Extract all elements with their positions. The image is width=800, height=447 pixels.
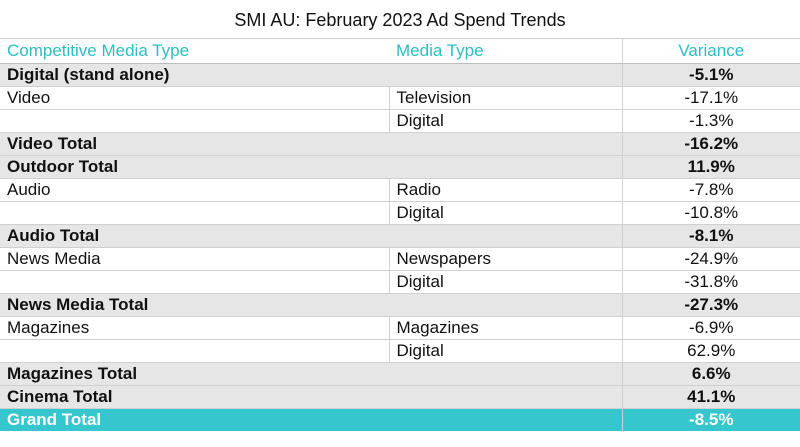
variance-cell: 6.6% bbox=[621, 362, 800, 386]
variance-cell: -31.8% bbox=[621, 270, 800, 294]
row-label: Grand Total bbox=[0, 408, 622, 431]
media-type-cell: Radio bbox=[388, 178, 622, 202]
variance-cell: -16.2% bbox=[621, 132, 800, 156]
variance-cell: -10.8% bbox=[621, 201, 800, 225]
row-label bbox=[0, 270, 389, 294]
table-row: Digital -31.8% bbox=[0, 270, 800, 294]
variance-cell: 41.1% bbox=[621, 385, 800, 409]
variance-cell: 62.9% bbox=[621, 339, 800, 363]
total-row: Outdoor Total 11.9% bbox=[0, 155, 800, 179]
row-label: News Media Total bbox=[0, 293, 623, 317]
row-label bbox=[0, 201, 389, 225]
table-row: Audio Radio -7.8% bbox=[0, 178, 800, 202]
page-title: SMI AU: February 2023 Ad Spend Trends bbox=[0, 0, 800, 39]
row-label: Cinema Total bbox=[0, 385, 623, 409]
row-label: Video bbox=[0, 86, 389, 110]
ad-spend-table: Competitive Media Type Media Type Varian… bbox=[0, 39, 800, 431]
row-label bbox=[0, 339, 389, 363]
row-label bbox=[0, 109, 389, 133]
table-row: Digital -10.8% bbox=[0, 201, 800, 225]
variance-cell: -27.3% bbox=[621, 293, 800, 317]
header-media-type: Media Type bbox=[389, 39, 622, 64]
variance-cell: -1.3% bbox=[621, 109, 800, 133]
total-row: Video Total -16.2% bbox=[0, 132, 800, 156]
row-label: Video Total bbox=[0, 132, 623, 156]
total-row: Cinema Total 41.1% bbox=[0, 385, 800, 409]
header-variance: Variance bbox=[621, 39, 800, 64]
total-row: Audio Total -8.1% bbox=[0, 224, 800, 248]
table-row: Digital -1.3% bbox=[0, 109, 800, 133]
media-type-cell: Digital bbox=[388, 339, 622, 363]
row-label: Audio bbox=[0, 178, 389, 202]
row-label: News Media bbox=[0, 247, 389, 271]
variance-cell: -7.8% bbox=[621, 178, 800, 202]
variance-cell: 11.9% bbox=[621, 155, 800, 179]
media-type-cell: Digital bbox=[388, 270, 622, 294]
table-body: Digital (stand alone) -5.1% Video Televisio… bbox=[0, 63, 800, 431]
media-type-cell: Digital bbox=[388, 201, 622, 225]
media-type-cell: Magazines bbox=[388, 316, 622, 340]
header-competitive-media-type: Competitive Media Type bbox=[0, 39, 389, 64]
media-type-cell: Television bbox=[388, 86, 622, 110]
row-label: Magazines bbox=[0, 316, 389, 340]
variance-cell: -17.1% bbox=[621, 86, 800, 110]
grand-total-row: Grand Total -8.5% bbox=[0, 408, 800, 431]
row-label: Digital (stand alone) bbox=[0, 63, 623, 87]
media-type-cell: Digital bbox=[388, 109, 622, 133]
row-label: Magazines Total bbox=[0, 362, 623, 386]
total-row: Magazines Total 6.6% bbox=[0, 362, 800, 386]
total-row: News Media Total -27.3% bbox=[0, 293, 800, 317]
row-label: Audio Total bbox=[0, 224, 623, 248]
variance-cell: -24.9% bbox=[621, 247, 800, 271]
variance-cell: -8.1% bbox=[621, 224, 800, 248]
variance-cell: -8.5% bbox=[621, 408, 800, 431]
table-row: News Media Newspapers -24.9% bbox=[0, 247, 800, 271]
table-header-row: Competitive Media Type Media Type Varian… bbox=[0, 39, 800, 64]
table-row: Video Television -17.1% bbox=[0, 86, 800, 110]
table-row: Magazines Magazines -6.9% bbox=[0, 316, 800, 340]
total-row: Digital (stand alone) -5.1% bbox=[0, 63, 800, 87]
table-row: Digital 62.9% bbox=[0, 339, 800, 363]
media-type-cell: Newspapers bbox=[388, 247, 622, 271]
variance-cell: -6.9% bbox=[621, 316, 800, 340]
variance-cell: -5.1% bbox=[621, 63, 800, 87]
row-label: Outdoor Total bbox=[0, 155, 623, 179]
